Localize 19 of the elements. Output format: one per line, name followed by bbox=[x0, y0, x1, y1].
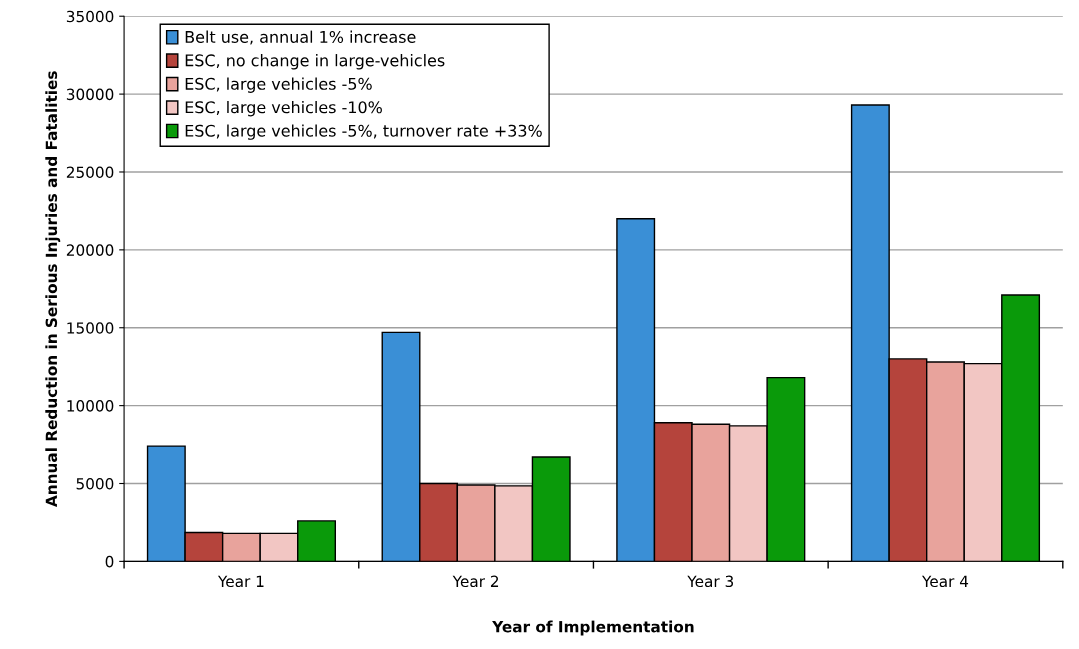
legend-label: ESC, large vehicles -10% bbox=[185, 100, 382, 117]
x-axis-title: Year of Implementation bbox=[492, 620, 694, 636]
y-tick-label: 5000 bbox=[76, 477, 114, 490]
x-tick-label: Year 3 bbox=[687, 575, 734, 588]
x-tick-label: Year 4 bbox=[921, 575, 969, 588]
x-tick-label: Year 2 bbox=[452, 575, 499, 588]
y-tick-label: 0 bbox=[105, 555, 114, 568]
y-tick-label: 35000 bbox=[66, 10, 114, 23]
y-tick-label: 30000 bbox=[66, 88, 114, 101]
y-tick-label: 20000 bbox=[66, 244, 114, 256]
y-axis-title: Annual Reduction in Serious Injuries and Fatalities bbox=[45, 71, 61, 507]
y-tick-label: 15000 bbox=[67, 322, 114, 334]
legend-label: ESC, large vehicles -5%, turnover rate +33% bbox=[185, 124, 542, 140]
x-tick-label: Year 1 bbox=[217, 575, 264, 588]
y-tick-label: 10000 bbox=[67, 400, 114, 412]
legend-label: Belt use, annual 1% increase bbox=[185, 30, 416, 45]
legend-label: ESC, large vehicles -5% bbox=[185, 77, 372, 93]
legend-label: ESC, no change in large-vehicles bbox=[185, 54, 445, 70]
y-tick-label: 25000 bbox=[66, 166, 114, 179]
